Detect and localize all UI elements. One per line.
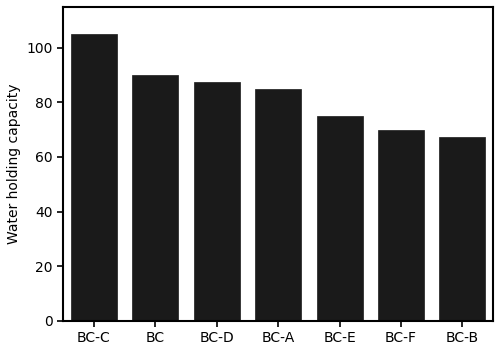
- Bar: [440, 137, 486, 321]
- Bar: [316, 116, 362, 321]
- Bar: [378, 130, 424, 321]
- Bar: [71, 34, 117, 321]
- Bar: [132, 75, 178, 321]
- Y-axis label: Water holding capacity: Water holding capacity: [7, 83, 21, 244]
- Bar: [194, 82, 240, 321]
- Bar: [255, 89, 301, 321]
